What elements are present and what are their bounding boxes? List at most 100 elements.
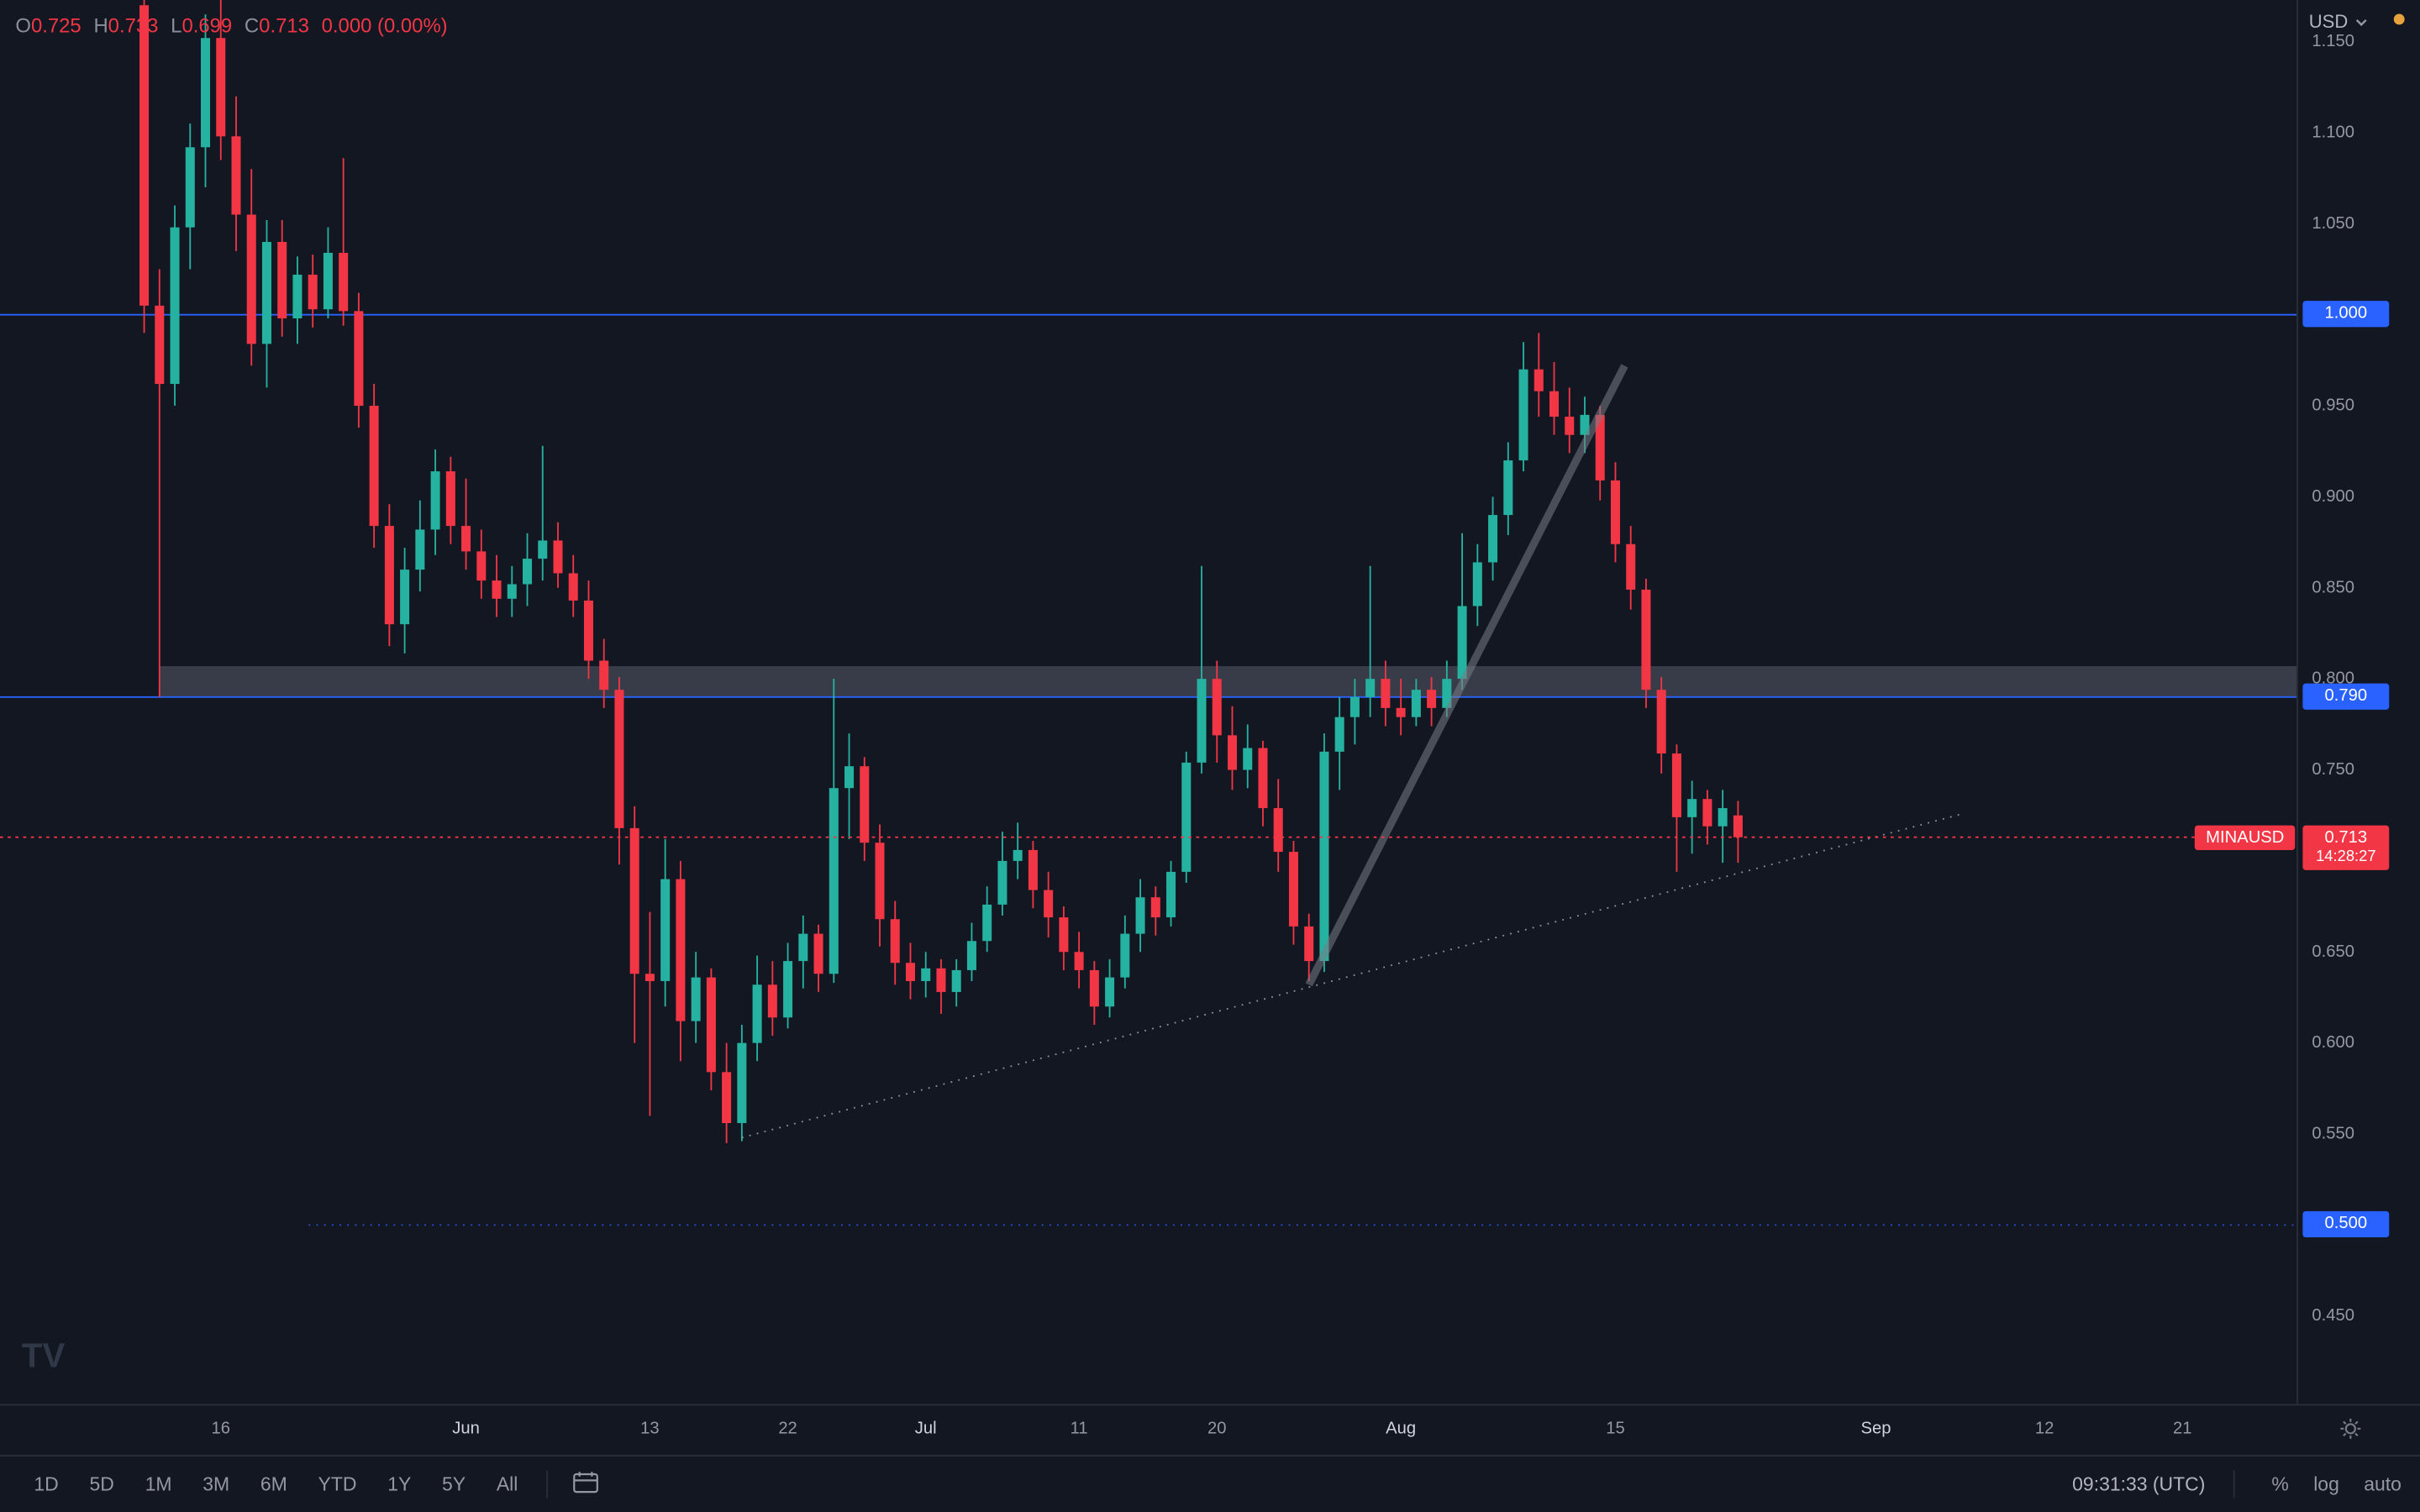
candle-body	[507, 584, 517, 599]
range-button-6m[interactable]: 6M	[245, 1466, 303, 1503]
candle-body	[783, 961, 793, 1018]
high-value: 0.733	[108, 13, 159, 38]
range-button-1d[interactable]: 1D	[18, 1466, 74, 1503]
candle-body	[1641, 589, 1651, 690]
candle-body	[1013, 849, 1023, 861]
candle-body	[1273, 808, 1283, 853]
candle-body	[905, 963, 915, 981]
range-button-5d[interactable]: 5D	[74, 1466, 129, 1503]
candle-body	[523, 559, 533, 585]
candle-body	[538, 540, 548, 559]
price-level-badge: 1.000	[2302, 301, 2390, 328]
range-button-ytd[interactable]: YTD	[302, 1466, 372, 1503]
candle-body	[1503, 460, 1513, 516]
candle-body	[875, 843, 885, 920]
price-axis-tick: 0.850	[2312, 578, 2354, 597]
range-button-all[interactable]: All	[481, 1466, 533, 1503]
candle-body	[1396, 707, 1406, 717]
auto-scale-toggle[interactable]: auto	[2364, 1473, 2402, 1495]
currency-selector[interactable]: USD	[2309, 11, 2368, 33]
candle-body	[1028, 849, 1038, 890]
candle-body	[1381, 679, 1391, 708]
time-axis-tick: Jun	[452, 1419, 480, 1438]
candle-body	[1687, 799, 1697, 817]
candle-body	[676, 879, 686, 1021]
time-axis-tick: 22	[778, 1419, 797, 1438]
high-label: H	[93, 13, 108, 38]
candle-body	[706, 977, 716, 1073]
candle-body	[400, 570, 410, 625]
time-axis-tick: 12	[2034, 1419, 2054, 1438]
candle-body	[415, 529, 425, 570]
candle-body	[660, 879, 671, 981]
gear-icon[interactable]	[2338, 1416, 2363, 1441]
candle-body	[1595, 414, 1605, 480]
candle-body	[982, 904, 992, 942]
price-axis-tick: 0.600	[2312, 1033, 2354, 1053]
candle-body	[430, 471, 440, 530]
candle-body	[1120, 933, 1130, 978]
candle-body	[1656, 690, 1666, 754]
range-button-5y[interactable]: 5Y	[427, 1466, 481, 1503]
range-button-1y[interactable]: 1Y	[372, 1466, 427, 1503]
price-axis-tick: 0.900	[2312, 487, 2354, 507]
time-axis-tick: 21	[2173, 1419, 2192, 1438]
candle-body	[155, 305, 165, 385]
tradingview-logo-icon: TV	[22, 1336, 66, 1374]
candle-body	[1718, 808, 1728, 827]
candle-body	[185, 147, 195, 228]
candle-body	[261, 242, 271, 344]
candle-body	[844, 766, 855, 789]
clock-timezone[interactable]: 09:31:33 (UTC)	[2072, 1473, 2206, 1495]
chart-canvas[interactable]: MINAUSD O0.725 H0.733 L0.699 C0.713 0.000 (0…	[0, 0, 2297, 1404]
trendline	[1305, 364, 1628, 987]
candle-body	[936, 968, 946, 992]
candle-body	[1181, 762, 1192, 872]
candle-body	[737, 1042, 747, 1123]
candle-body	[1549, 391, 1560, 417]
candle-body	[813, 933, 823, 974]
open-label: O	[15, 13, 31, 38]
chevron-down-icon	[2356, 18, 2368, 26]
currency-label: USD	[2308, 10, 2349, 33]
log-scale-toggle[interactable]: log	[2313, 1473, 2339, 1495]
percent-scale-toggle[interactable]: %	[2271, 1473, 2289, 1495]
price-axis-tick: 0.550	[2312, 1124, 2354, 1144]
candle-body	[323, 253, 333, 310]
time-axis-tick: 13	[640, 1419, 660, 1438]
candle-body	[277, 242, 287, 319]
candle-body	[216, 38, 226, 137]
time-ticks: 16 Jun 13 22 Jul 11 20 Aug 15 Sep 12 21	[0, 1405, 2296, 1455]
candle-body	[1258, 748, 1268, 809]
time-axis-tick: Aug	[1386, 1419, 1417, 1438]
candle-body	[1565, 417, 1575, 435]
candle-body	[1472, 562, 1482, 606]
candle-body	[1212, 679, 1222, 736]
candle-body	[1518, 369, 1528, 461]
candle-body	[170, 227, 180, 385]
candle-body	[1334, 717, 1344, 752]
range-button-1m[interactable]: 1M	[129, 1466, 187, 1503]
candle-body	[231, 136, 241, 215]
zone-rect	[159, 665, 2297, 697]
price-axis-tick: 0.450	[2312, 1306, 2354, 1326]
candle-body	[246, 214, 256, 344]
candle-body	[1702, 799, 1712, 827]
range-button-3m[interactable]: 3M	[187, 1466, 245, 1503]
candle-body	[1349, 696, 1360, 717]
go-to-date-button[interactable]	[560, 1464, 611, 1504]
time-axis[interactable]: 16 Jun 13 22 Jul 11 20 Aug 15 Sep 12 21	[0, 1404, 2420, 1456]
candle-body	[384, 526, 394, 625]
time-axis-tick: Jul	[914, 1419, 937, 1438]
candle-body	[369, 406, 379, 527]
price-axis[interactable]: 1.150 1.100 1.050 0.950 0.900 0.850 0.800 0.750…	[2296, 0, 2420, 1404]
tradingview-logo[interactable]: TV	[22, 1336, 74, 1381]
calendar-goto-icon	[572, 1472, 598, 1494]
bottom-toolbar: 1D 5D 1M 3M 6M YTD 1Y 5Y All 09:31:33 (UTC) % lo…	[0, 1455, 2420, 1512]
candle-body	[1626, 543, 1636, 590]
range-buttons: 1D 5D 1M 3M 6M YTD 1Y 5Y All	[18, 1466, 534, 1503]
open-value: 0.725	[30, 13, 82, 38]
candle-body	[1319, 751, 1329, 962]
candle-body	[1288, 852, 1298, 927]
candle-body	[629, 827, 639, 974]
